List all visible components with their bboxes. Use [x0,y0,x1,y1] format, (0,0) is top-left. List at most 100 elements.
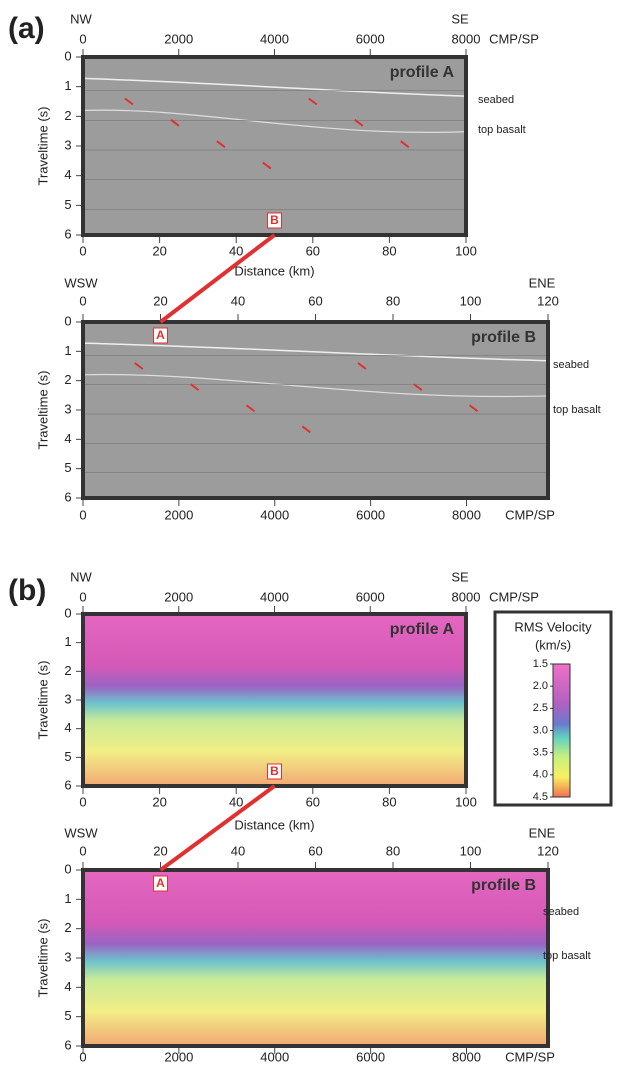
direction-label: WSW [64,275,98,290]
y-axis-label: Traveltime (s) [35,371,50,450]
seismic-section [83,322,548,498]
x-tick-label: 20 [153,843,167,858]
x-tick-label: 0 [79,843,86,858]
panel-label: (a) [8,12,45,45]
x-tick-label: 100 [455,794,477,809]
tie-marker-box [153,875,168,892]
x-tick-label: 2000 [164,31,193,46]
colorbar-tick-label: 3.0 [533,724,548,736]
colorbar [552,663,571,798]
axis-unit: CMP/SP [489,31,539,46]
axis-unit: CMP/SP [505,1049,555,1064]
x-tick-label: 20 [153,293,167,308]
pick-mark [354,119,364,127]
x-tick-label: 6000 [356,1049,385,1064]
x-tick-label: 4000 [260,31,289,46]
pick-mark [301,425,311,434]
x-tick-label: 60 [306,243,320,258]
x-tick-label: 60 [308,843,322,858]
profile-title: profile A [390,64,455,81]
horizon-label: seabed [478,94,514,106]
x-tick-label: 20 [152,794,166,809]
reflector [82,109,467,133]
x-tick-label: 0 [79,507,86,522]
x-tick-label: 80 [382,243,396,258]
y-tick-label: 3 [64,691,71,706]
x-tick-label: 120 [537,843,559,858]
x-tick-label: 120 [537,293,559,308]
tie-marker-box [267,212,282,229]
pick-mark [245,404,255,413]
y-tick-label: 6 [64,226,71,241]
x-tick-label: 6000 [356,31,385,46]
x-tick-label: 4000 [260,589,289,604]
horizon-label: seabed [553,359,589,371]
colorbar-tick-label: 1.5 [533,658,548,670]
y-tick-label: 2 [64,663,71,678]
y-tick-label: 6 [64,1037,71,1052]
tie-marker: B [270,213,279,227]
y-tick-label: 1 [64,634,71,649]
colorbar-tick-label: 4.0 [533,769,548,781]
x-tick-label: 2000 [164,1049,193,1064]
y-axis-label: Traveltime (s) [35,919,50,998]
reflector [82,77,467,97]
colorbar-tick-label: 2.5 [533,702,548,714]
y-tick-label: 5 [64,749,71,764]
pick-mark [308,97,318,106]
x-tick-label: 100 [455,243,477,258]
direction-label: WSW [64,825,98,840]
y-tick-label: 0 [64,861,71,876]
pick-mark [190,383,200,391]
panel-label: (b) [8,574,46,607]
direction-label: SE [451,11,469,26]
y-tick-label: 0 [64,48,71,63]
pick-mark [124,97,134,106]
x-tick-label: 40 [231,843,245,858]
x-axis-label: Distance (km) [234,817,314,832]
horizon-label: top basalt [553,404,601,416]
y-tick-label: 6 [64,489,71,504]
x-tick-label: 100 [460,293,482,308]
x-tick-label: 6000 [356,507,385,522]
x-tick-label: 0 [79,293,86,308]
y-tick-label: 5 [64,1008,71,1023]
horizon-label: top basalt [543,950,591,962]
direction-label: NW [70,11,92,26]
x-tick-label: 60 [306,794,320,809]
colorbar-tick-label: 4.5 [533,791,548,803]
profile-frame [81,320,550,500]
y-tick-label: 5 [64,460,71,475]
y-tick-label: 4 [64,979,71,994]
reflector [82,342,549,362]
pick-mark [400,140,410,149]
profile-title: profile A [390,621,455,638]
x-tick-label: 6000 [356,589,385,604]
reflector [82,373,549,398]
direction-label: SE [451,569,469,584]
x-tick-label: 20 [152,243,166,258]
x-tick-label: 80 [386,843,400,858]
y-tick-label: 3 [64,401,71,416]
x-tick-label: 100 [460,843,482,858]
x-tick-label: 40 [229,243,243,258]
y-tick-label: 1 [64,343,71,358]
y-axis-label: Traveltime (s) [35,107,50,186]
pick-mark [469,404,479,413]
x-tick-label: 8000 [452,507,481,522]
x-tick-label: 40 [229,794,243,809]
tie-line [159,784,276,872]
y-tick-label: 2 [64,920,71,935]
pick-mark [216,140,226,149]
y-tick-label: 4 [64,431,71,446]
y-tick-label: 4 [64,167,71,182]
y-axis-label: Traveltime (s) [35,661,50,740]
y-tick-label: 0 [64,313,71,328]
colorbar-tick-label: 3.5 [533,747,548,759]
x-tick-label: 0 [79,31,86,46]
y-tick-label: 2 [64,372,71,387]
x-tick-label: 80 [386,293,400,308]
x-tick-label: 8000 [452,31,481,46]
direction-label: ENE [529,275,556,290]
x-tick-label: 0 [79,243,86,258]
